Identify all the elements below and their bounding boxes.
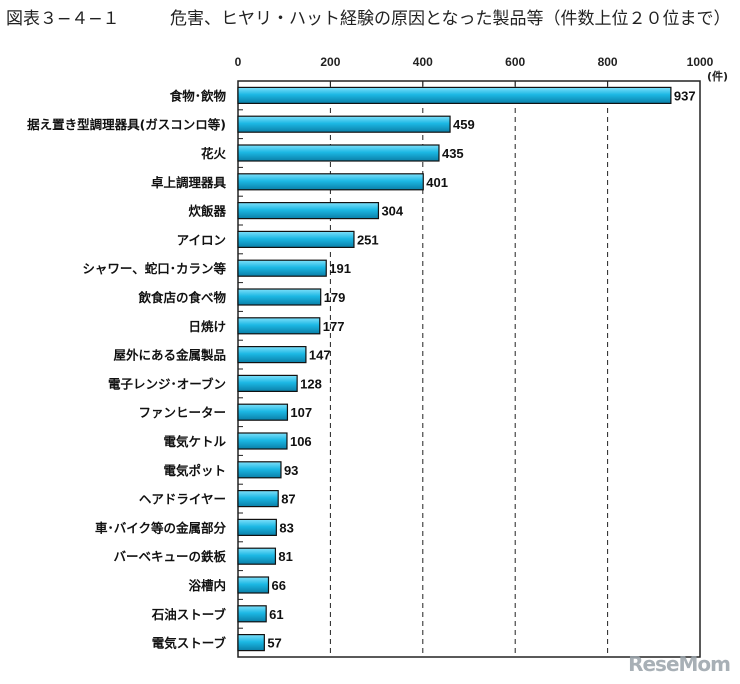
- category-label: アイロン: [177, 232, 226, 247]
- data-label: 459: [453, 117, 475, 132]
- bar: [237, 173, 424, 191]
- category-label: 電気ケトル: [163, 434, 226, 449]
- category-label: 電気ストーブ: [152, 636, 227, 651]
- bar: [237, 259, 327, 277]
- bar: [237, 490, 279, 508]
- category-label: バーベキューの鉄板: [113, 549, 226, 564]
- data-label: 61: [269, 607, 283, 622]
- category-label: 屋外にある金属製品: [113, 348, 226, 363]
- category-label: 石油ストーブ: [151, 607, 227, 622]
- data-label: 83: [279, 520, 293, 535]
- category-label: 飲食店の食べ物: [137, 290, 226, 305]
- data-label: 937: [674, 88, 696, 103]
- data-label: 93: [284, 463, 298, 478]
- bar: [237, 374, 298, 392]
- bar: [237, 346, 307, 364]
- category-label: ファンヒーター: [138, 405, 226, 420]
- bar: [237, 633, 265, 652]
- data-label: 57: [267, 636, 281, 651]
- watermark-logo: ReseMom: [628, 652, 731, 676]
- data-label: 191: [329, 261, 351, 276]
- category-label: 電子レンジ･オーブン: [108, 376, 226, 391]
- bar: [237, 518, 277, 537]
- category-label: 花火: [201, 146, 227, 161]
- category-label: 据え置き型調理器具(ガスコンロ等): [27, 117, 226, 132]
- data-label: 66: [271, 578, 285, 593]
- category-label: 食物･飲物: [169, 88, 227, 103]
- x-tick-label: 400: [413, 55, 433, 69]
- bar: [237, 403, 289, 421]
- category-label: 浴槽内: [188, 578, 226, 593]
- bar: [237, 605, 267, 623]
- data-label: 401: [426, 175, 448, 190]
- bar: [237, 230, 355, 248]
- data-label: 87: [281, 492, 295, 507]
- bar: [237, 202, 380, 220]
- data-label: 81: [278, 549, 292, 564]
- bar: [237, 86, 672, 105]
- data-label: 179: [324, 290, 346, 305]
- x-tick-label: 1000: [687, 55, 714, 69]
- bar: [237, 144, 440, 162]
- bar: [237, 576, 270, 594]
- category-label: 炊飯器: [188, 204, 226, 219]
- chart-title: 危害、ヒヤリ・ハット経験の原因となった製品等（件数上位２０位まで）: [170, 9, 731, 29]
- bar: [237, 547, 277, 565]
- data-label: 251: [357, 232, 379, 247]
- data-label: 147: [309, 348, 331, 363]
- plot-frame: [237, 80, 701, 658]
- x-tick-label: 800: [598, 55, 618, 69]
- x-tick-label: 600: [505, 55, 525, 69]
- category-label: シャワー、蛇口･カラン等: [82, 261, 226, 276]
- x-tick-label: 200: [320, 55, 340, 69]
- data-label: 304: [381, 204, 403, 219]
- category-label: 車･バイク等の金属部分: [95, 520, 227, 535]
- bar: [237, 317, 321, 335]
- data-label: 435: [442, 146, 464, 161]
- figure-id: 図表３−４−１: [6, 9, 120, 29]
- x-tick-label: 0: [235, 55, 242, 69]
- category-label: ヘアドライヤー: [139, 492, 226, 507]
- data-label: 106: [290, 434, 312, 449]
- data-label: 128: [300, 376, 322, 391]
- category-label: 日焼け: [188, 319, 226, 334]
- bar: [237, 115, 451, 133]
- bar: [237, 432, 288, 450]
- data-label: 177: [323, 319, 345, 334]
- category-label: 電気ポット: [163, 463, 226, 478]
- bar: [237, 288, 322, 306]
- data-label: 107: [290, 405, 312, 420]
- bar: [237, 461, 282, 479]
- category-label: 卓上調理器具: [151, 175, 227, 190]
- unit-label: (件): [707, 69, 728, 83]
